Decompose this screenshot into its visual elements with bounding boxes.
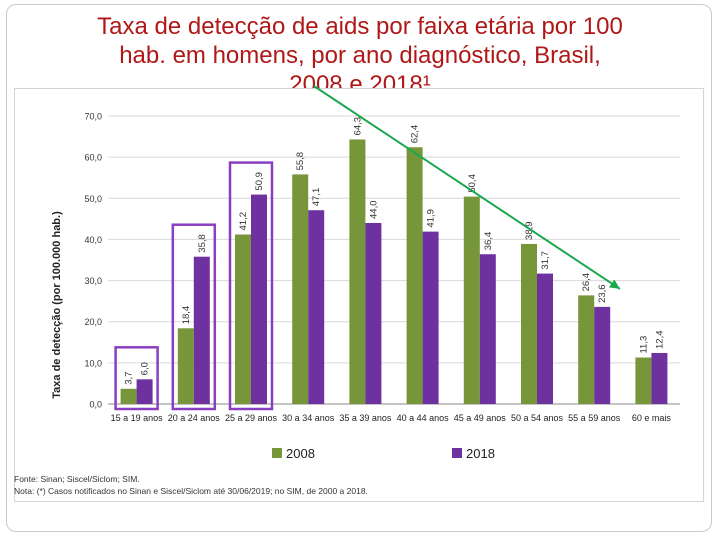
bar-2008-1: [177, 328, 194, 404]
data-label-2008-7: 38,9: [524, 221, 535, 240]
trend-arrow-head: [609, 279, 620, 289]
x-tick-label: 45 a 49 anos: [454, 413, 507, 423]
title-line-3: 2008 e 2018¹: [289, 71, 431, 90]
bar-2018-4: [365, 222, 382, 404]
highlight-overlays: [114, 85, 621, 411]
data-label-2008-1: 18,4: [181, 306, 192, 325]
title-line-2: hab. em homens, por ano diagnóstico, Bra…: [119, 42, 601, 69]
data-label-2018-9: 12,4: [654, 330, 665, 349]
data-label-2008-8: 26,4: [581, 273, 592, 292]
x-axis-ticks: 15 a 19 anos 20 a 24 anos 25 a 29 anos 30 a…: [111, 413, 672, 423]
x-tick-label: 50 a 54 anos: [511, 413, 564, 423]
title-line-1: Taxa de detecção de aids por faixa etári…: [97, 13, 623, 40]
data-label-2018-1: 35,8: [197, 234, 208, 253]
bar-2018-2: [251, 194, 267, 404]
bar-2018-7: [537, 273, 553, 404]
x-tick-label: 40 a 44 anos: [397, 413, 450, 423]
x-tick-label: 20 a 24 anos: [168, 413, 221, 423]
bar-2018-0: [136, 379, 153, 404]
y-tick-label: 60,0: [84, 153, 102, 163]
bars: [120, 139, 668, 405]
bar-2018-8: [594, 306, 611, 404]
note-line: Nota: (*) Casos notificados no Sinan e S…: [14, 486, 368, 496]
data-label-2008-0: 3,7: [124, 372, 135, 385]
data-label-2018-6: 36,4: [483, 232, 494, 251]
y-tick-label: 40,0: [84, 235, 102, 245]
x-tick-label: 25 a 29 anos: [225, 413, 278, 423]
data-label-2018-0: 6,0: [140, 362, 151, 375]
bar-2018-5: [422, 231, 439, 404]
x-tick-label: 30 a 34 anos: [282, 413, 335, 423]
y-axis-label: Taxa de detecção (por 100.000 hab.): [51, 211, 63, 399]
legend-swatch-2018: [452, 448, 462, 458]
bar-2008-5: [406, 147, 423, 405]
x-tick-label: 60 e mais: [632, 413, 672, 423]
x-tick-label: 35 a 39 anos: [339, 413, 392, 423]
source-line: Fonte: Sinan; Siscel/Siclom; SIM.: [14, 474, 140, 484]
y-tick-label: 0,0: [89, 400, 102, 410]
legend-label-2008: 2008: [286, 446, 315, 461]
bar-2008-3: [292, 174, 309, 404]
bar-2018-3: [308, 210, 325, 404]
data-label-2008-3: 55,8: [295, 152, 306, 171]
bar-2008-2: [235, 234, 251, 404]
highlight-box: [171, 223, 217, 411]
x-tick-label: 55 a 59 anos: [568, 413, 621, 423]
y-tick-label: 20,0: [84, 317, 102, 327]
bar-2018-6: [479, 254, 496, 404]
bar-labels: 3,7 6,0 18,4 35,8 41,2 50,9 55,8 47,1 64,3 44,0 62…: [124, 117, 666, 385]
bar-2018-1: [193, 256, 210, 404]
y-tick-label: 30,0: [84, 276, 102, 286]
bar-2008-6: [463, 196, 480, 404]
legend-label-2018: 2018: [466, 446, 495, 461]
bar-2008-0: [120, 388, 137, 404]
y-tick-label: 70,0: [84, 112, 102, 122]
y-tick-label: 10,0: [84, 358, 102, 368]
legend-swatch-2008: [272, 448, 282, 458]
data-label-2018-3: 47,1: [311, 188, 322, 207]
bar-2008-7: [521, 243, 537, 404]
bar-2008-9: [635, 357, 652, 404]
bar-2008-8: [578, 295, 595, 404]
bar-2008-4: [349, 139, 366, 405]
data-label-2008-5: 62,4: [410, 125, 421, 144]
slide-frame: [6, 4, 712, 532]
data-label-2018-5: 41,9: [426, 209, 437, 228]
data-label-2008-4: 64,3: [352, 117, 363, 136]
y-tick-label: 50,0: [84, 194, 102, 204]
data-label-2018-8: 23,6: [597, 284, 608, 303]
y-axis-ticks: 0,0 10,0 20,0 30,0 40,0 50,0 60,0 70,0: [84, 112, 102, 410]
highlight-box: [228, 161, 274, 411]
data-label-2018-4: 44,0: [368, 200, 379, 219]
x-tick-label: 15 a 19 anos: [111, 413, 164, 423]
data-label-2008-9: 11,3: [638, 336, 649, 354]
data-label-2008-2: 41,2: [238, 212, 249, 231]
data-label-2018-2: 50,9: [254, 172, 265, 191]
slide-title: Taxa de detecção de aids por faixa etári…: [0, 12, 720, 90]
highlight-box: [114, 346, 159, 411]
bar-2018-9: [651, 352, 668, 404]
data-label-2018-7: 31,7: [540, 251, 551, 270]
data-label-2008-6: 50,4: [467, 174, 478, 193]
trend-arrow-line: [313, 85, 621, 290]
